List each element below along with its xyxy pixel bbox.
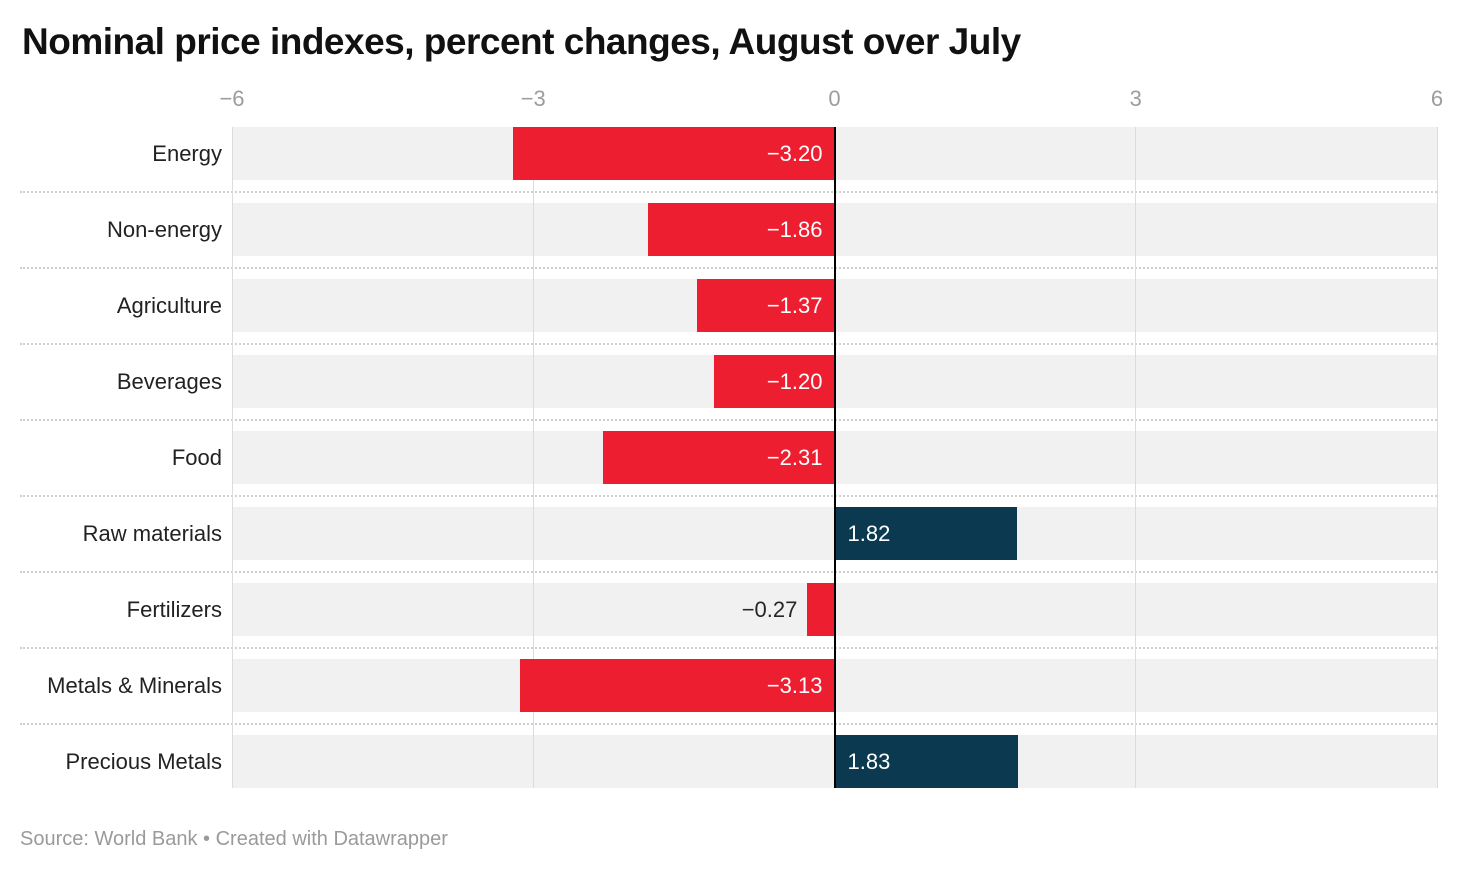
category-label: Non-energy [107,217,222,242]
chart-title: Nominal price indexes, percent changes, … [22,21,1021,62]
gridline [231,127,233,788]
bar-negative [714,355,835,408]
plot-area: −3.20 −1.86 −1.37 −1.20 −2.31 1.82 −0.27 −3.13 1… [231,127,1438,788]
bar-value-label: 1.82 [847,521,891,546]
bar-value-label: −1.86 [766,217,823,242]
category-label: Metals & Minerals [47,673,222,698]
row-separator [20,191,1437,193]
bar-negative [520,659,835,712]
bar-value-label: −3.13 [766,673,823,698]
category-label: Fertilizers [126,597,222,622]
category-label-column: Energy Non-energy Agriculture Beverages Food… [0,127,222,788]
bar-negative [696,279,835,332]
footer-source: Source: World Bank • Created with Datawr… [20,828,448,850]
bar-negative [513,127,835,180]
bar-negative [647,203,835,256]
bar-positive [834,735,1019,788]
bar-negative [602,431,835,484]
row-separator [20,571,1437,573]
category-label: Beverages [116,369,222,394]
x-axis: −6 −3 0 3 6 [0,86,1460,112]
bar-positive [834,507,1018,560]
category-label: Agriculture [116,293,222,318]
bar-value-label: −3.20 [766,141,823,166]
bar-value-label: −1.20 [766,369,823,394]
x-tick-label: 6 [1430,86,1444,111]
zero-baseline [833,127,836,788]
category-label: Food [171,445,222,470]
row-separator [20,343,1437,345]
bar-value-label: −1.37 [766,293,823,318]
bar-value-label: 1.83 [847,749,891,774]
x-tick-label: −3 [520,86,546,111]
x-tick-label: −6 [219,86,245,111]
x-tick-label: 0 [828,86,841,111]
row-separator [20,419,1437,421]
gridline [1436,127,1438,788]
bar-value-label: −0.27 [741,597,798,622]
row-separator [20,495,1437,497]
row-separator [20,647,1437,649]
category-label: Energy [152,141,222,166]
bar-value-label: −2.31 [766,445,823,470]
x-tick-label: 3 [1129,86,1142,111]
category-label: Raw materials [82,521,222,546]
category-label: Precious Metals [65,749,222,774]
gridline [532,127,534,788]
bar-negative [807,583,835,636]
gridline [1135,127,1137,788]
row-separator [20,267,1437,269]
row-separator [20,723,1437,725]
